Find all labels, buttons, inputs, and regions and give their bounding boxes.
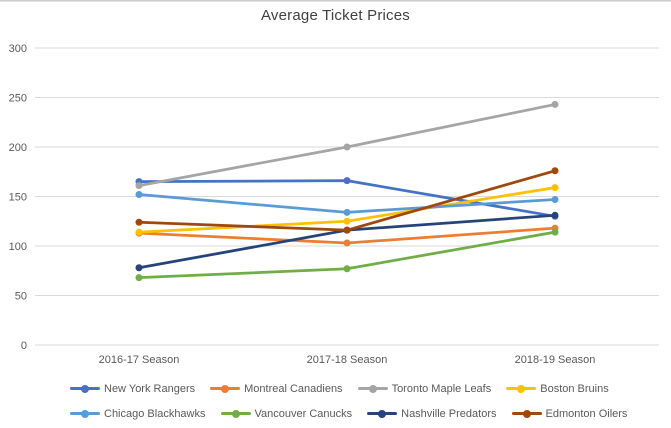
- y-tick-label: 50: [15, 291, 27, 303]
- legend-label: Boston Bruins: [540, 382, 609, 395]
- legend-label: Nashville Predators: [401, 407, 497, 420]
- legend: New York Rangers Montreal Canadiens Toro…: [0, 376, 671, 426]
- x-axis-label: 2017-18 Season: [307, 354, 388, 366]
- legend-dot-icon: [81, 409, 89, 418]
- legend-item-montreal-canadiens: Montreal Canadiens: [210, 382, 343, 395]
- data-point-boston-bruins-2: [551, 184, 559, 192]
- legend-label: Montreal Canadiens: [244, 382, 343, 395]
- plot-area: 0 50 100 150 200 250 300 2016-17 Season 2017-18 …: [9, 43, 659, 366]
- data-point-toronto-maple-leafs-2: [551, 100, 559, 108]
- legend-dot-icon: [368, 384, 377, 393]
- legend-label: New York Rangers: [104, 382, 196, 395]
- data-point-nashville-predators-0: [135, 264, 143, 272]
- legend-row-2: Chicago Blackhawks Vancouver Canucks Nas…: [0, 401, 671, 426]
- y-tick-label: 200: [9, 142, 27, 154]
- data-point-chicago-blackhawks-2: [551, 195, 559, 203]
- legend-marker-icon: [210, 384, 241, 393]
- data-point-new-york-rangers-1: [343, 177, 351, 185]
- data-point-nashville-predators-2: [551, 211, 559, 219]
- data-point-boston-bruins-1: [343, 217, 351, 225]
- legend-marker-icon: [70, 409, 100, 418]
- legend-dot-icon: [378, 409, 387, 418]
- legend-item-boston-bruins: Boston Bruins: [506, 382, 609, 395]
- x-axis-label: 2016-17 Season: [99, 354, 180, 366]
- data-point-chicago-blackhawks-1: [343, 208, 351, 216]
- legend-marker-icon: [367, 409, 398, 418]
- chart-title: Average Ticket Prices: [261, 7, 410, 24]
- data-point-edmonton-oilers-1: [343, 226, 351, 234]
- data-point-edmonton-oilers-0: [135, 218, 143, 226]
- y-tick-label: 100: [9, 241, 27, 253]
- data-point-edmonton-oilers-2: [551, 167, 559, 175]
- legend-label: Toronto Maple Leafs: [391, 382, 492, 395]
- legend-dot-icon: [522, 409, 531, 418]
- data-point-vancouver-canucks-2: [551, 228, 559, 236]
- legend-item-nashville-predators: Nashville Predators: [367, 407, 497, 420]
- legend-item-vancouver-canucks: Vancouver Canucks: [220, 407, 353, 420]
- legend-marker-icon: [220, 409, 251, 418]
- data-point-montreal-canadiens-1: [343, 239, 351, 247]
- legend-marker-icon: [511, 409, 542, 418]
- data-point-vancouver-canucks-0: [135, 274, 143, 282]
- legend-dot-icon: [221, 384, 230, 393]
- legend-item-new-york-rangers: New York Rangers: [70, 383, 195, 395]
- legend-dot-icon: [517, 384, 526, 393]
- y-tick-label: 250: [9, 93, 27, 105]
- data-point-toronto-maple-leafs-0: [135, 182, 143, 190]
- y-tick-label: 300: [9, 43, 27, 55]
- window-edge: [0, 0, 671, 2]
- legend-marker-icon: [357, 384, 388, 393]
- legend-marker-icon: [70, 384, 100, 393]
- legend-dot-icon: [231, 409, 240, 418]
- legend-label: Edmonton Oilers: [545, 407, 628, 420]
- legend-item-chicago-blackhawks: Chicago Blackhawks: [70, 408, 206, 420]
- legend-dot-icon: [81, 384, 89, 393]
- legend-item-toronto-maple-leafs: Toronto Maple Leafs: [357, 382, 492, 395]
- legend-label: Vancouver Canucks: [254, 407, 353, 420]
- legend-row-1: New York Rangers Montreal Canadiens Toro…: [0, 376, 671, 401]
- legend-label: Chicago Blackhawks: [104, 407, 206, 420]
- data-point-toronto-maple-leafs-1: [343, 143, 351, 151]
- legend-marker-icon: [506, 384, 537, 393]
- y-tick-label: 150: [9, 192, 27, 204]
- data-point-vancouver-canucks-1: [343, 265, 351, 273]
- data-point-chicago-blackhawks-0: [135, 191, 143, 199]
- x-axis-label: 2018-19 Season: [515, 354, 596, 366]
- legend-item-edmonton-oilers: Edmonton Oilers: [511, 407, 628, 420]
- y-tick-label: 0: [21, 340, 27, 352]
- data-point-boston-bruins-0: [135, 228, 143, 236]
